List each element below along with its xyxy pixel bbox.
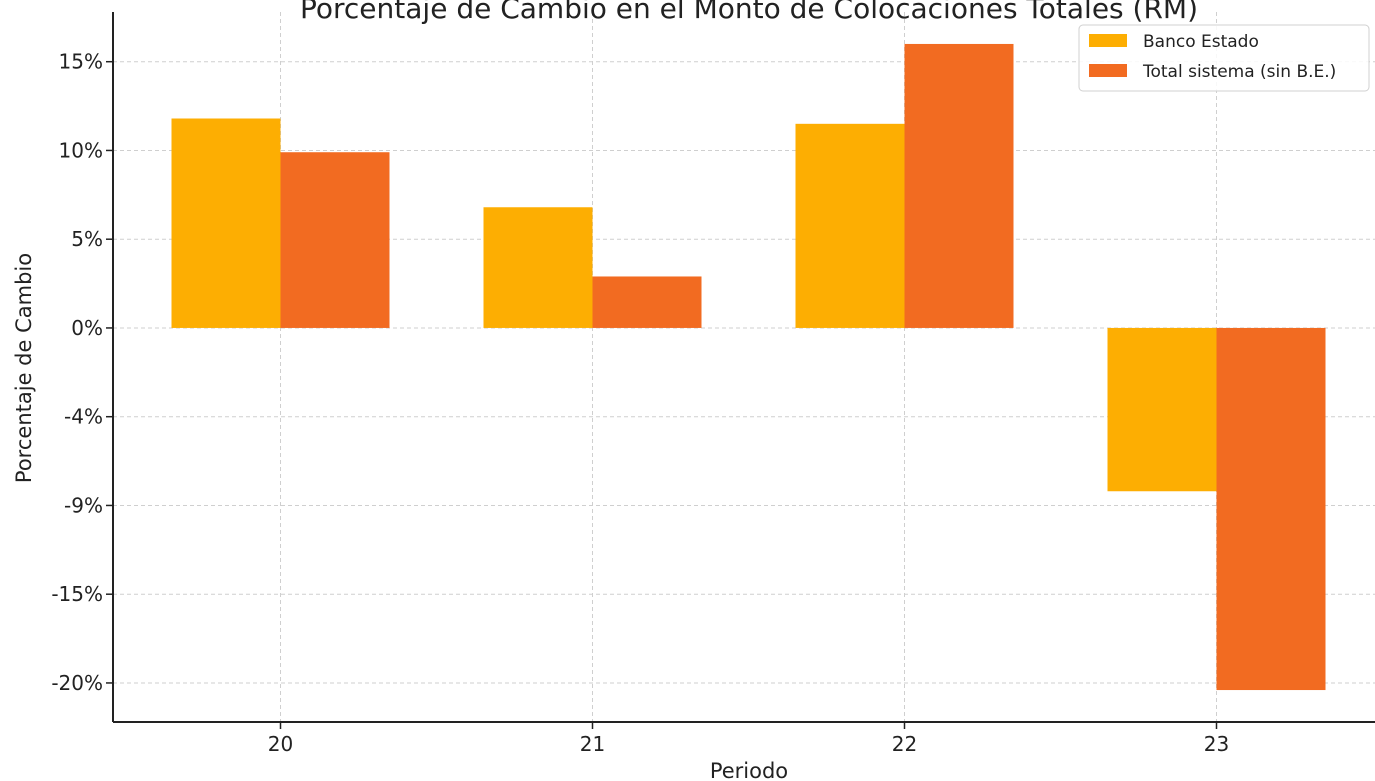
y-tick-label: -15% bbox=[51, 582, 103, 606]
y-tick-label: 5% bbox=[71, 227, 103, 251]
x-axis-title: Periodo bbox=[710, 759, 788, 781]
ticks-layer: 15% 10% 5% 0% -4% -9% -15% -20% 20 21 22 23 bbox=[51, 50, 1229, 756]
bars-layer bbox=[171, 43, 1326, 691]
y-axis-title: Porcentaje de Cambio bbox=[12, 253, 36, 483]
legend: Banco Estado Total sistema (sin B.E.) bbox=[1078, 24, 1370, 92]
legend-label-total-sistema: Total sistema (sin B.E.) bbox=[1142, 62, 1336, 82]
legend-label-banco-estado: Banco Estado bbox=[1143, 32, 1259, 52]
bar-banco-estado bbox=[483, 207, 593, 328]
y-tick-label: 10% bbox=[59, 138, 103, 162]
bar-total-sistema bbox=[1216, 327, 1326, 691]
x-tick-label: 20 bbox=[268, 732, 293, 756]
x-tick-label: 23 bbox=[1204, 732, 1229, 756]
x-tick-label: 21 bbox=[580, 732, 605, 756]
legend-swatch-banco-estado bbox=[1089, 34, 1127, 47]
legend-swatch-total-sistema bbox=[1089, 64, 1127, 77]
bar-banco-estado bbox=[1107, 327, 1217, 492]
chart-title: Porcentaje de Cambio en el Monto de Colo… bbox=[300, 0, 1198, 25]
bar-total-sistema bbox=[904, 43, 1014, 328]
y-tick-label: 0% bbox=[71, 316, 103, 340]
bar-total-sistema bbox=[280, 152, 390, 328]
bar-banco-estado bbox=[171, 118, 281, 328]
bar-total-sistema bbox=[592, 276, 702, 328]
y-tick-label: -20% bbox=[51, 671, 103, 695]
y-tick-label: -9% bbox=[64, 493, 103, 517]
y-tick-label: 15% bbox=[59, 50, 103, 74]
axes-layer bbox=[112, 12, 1375, 723]
x-tick-label: 22 bbox=[892, 732, 917, 756]
y-tick-label: -4% bbox=[64, 405, 103, 429]
legend-box bbox=[1078, 24, 1370, 92]
bar-banco-estado bbox=[795, 123, 905, 328]
